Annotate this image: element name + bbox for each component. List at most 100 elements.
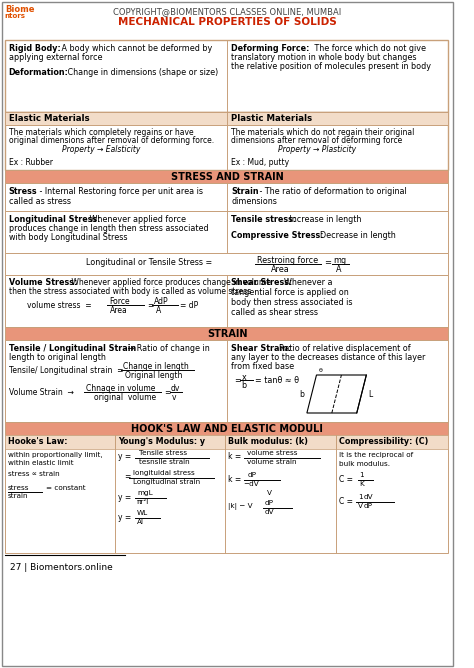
Text: Property → Plasticity: Property → Plasticity	[278, 145, 356, 154]
Text: the relative position of molecules present in body: the relative position of molecules prese…	[231, 62, 431, 71]
Text: dV: dV	[264, 509, 274, 515]
Text: Young's Modulus: y: Young's Modulus: y	[118, 437, 205, 446]
Text: volume stress  =: volume stress =	[27, 301, 91, 310]
Text: stress: stress	[8, 485, 29, 491]
Text: =: =	[164, 388, 170, 397]
Bar	[115, 435, 225, 449]
Text: y =: y =	[118, 513, 131, 522]
Text: strain: strain	[8, 493, 28, 499]
Text: A: A	[156, 306, 162, 315]
Text: The force which do not give: The force which do not give	[312, 44, 426, 53]
Text: k =: k =	[228, 475, 241, 484]
Text: = constant: = constant	[46, 485, 86, 491]
Text: bulk modulus.: bulk modulus.	[338, 461, 390, 467]
Text: Shear Strain:: Shear Strain:	[231, 344, 292, 353]
Text: The materials which do not regain their original: The materials which do not regain their …	[231, 128, 414, 137]
Text: =: =	[124, 472, 130, 481]
Text: within elastic limit: within elastic limit	[8, 460, 73, 466]
Text: - Internal Restoring force per unit area is: - Internal Restoring force per unit area…	[37, 187, 203, 196]
Text: Ex : Rubber: Ex : Rubber	[9, 158, 53, 167]
Text: dP: dP	[364, 503, 373, 509]
Text: Longitudinal strain: Longitudinal strain	[133, 479, 201, 485]
Bar	[5, 435, 115, 449]
Bar	[336, 435, 448, 449]
Text: tangential force is applied on: tangential force is applied on	[231, 288, 349, 297]
Text: Tensile / Longitudinal Strain: Tensile / Longitudinal Strain	[9, 344, 136, 353]
Bar	[5, 422, 448, 435]
Bar	[5, 170, 448, 183]
Bar	[228, 112, 448, 125]
Bar	[5, 112, 228, 125]
Text: Elastic Materials: Elastic Materials	[9, 114, 89, 123]
Text: WL: WL	[137, 510, 148, 516]
Text: dV: dV	[364, 494, 373, 500]
Text: K: K	[360, 481, 365, 487]
Bar	[5, 211, 448, 253]
Text: Compressibility: (C): Compressibility: (C)	[338, 437, 428, 446]
Bar	[5, 40, 448, 112]
Text: Biome: Biome	[5, 5, 34, 14]
Text: Restroing force: Restroing force	[257, 256, 318, 265]
Text: k =: k =	[228, 452, 241, 461]
Text: → Ratio of change in: → Ratio of change in	[125, 344, 210, 353]
Text: volume stress: volume stress	[247, 450, 298, 456]
Text: y =: y =	[118, 452, 131, 461]
Text: Chnage in volume: Chnage in volume	[86, 384, 155, 393]
Text: Whenever a: Whenever a	[279, 278, 333, 287]
Text: =: =	[324, 258, 331, 267]
Text: v: v	[172, 393, 176, 402]
Text: C =: C =	[338, 497, 353, 506]
Text: Tensile stress:: Tensile stress:	[231, 215, 296, 224]
Text: Whenever applied force: Whenever applied force	[87, 215, 186, 224]
Text: V: V	[266, 490, 272, 496]
Text: Longitudinal or Tensile Stress =: Longitudinal or Tensile Stress =	[86, 258, 215, 267]
Text: b: b	[242, 381, 247, 390]
Text: Bulk modulus: (k): Bulk modulus: (k)	[228, 437, 308, 446]
Bar	[5, 253, 448, 275]
Text: AdP: AdP	[154, 297, 168, 306]
Text: MECHANICAL PROPERTIES OF SOLIDS: MECHANICAL PROPERTIES OF SOLIDS	[118, 17, 337, 27]
Text: 27 | Biomentors.online: 27 | Biomentors.online	[9, 563, 112, 572]
Text: called as shear stress: called as shear stress	[231, 308, 318, 317]
Text: Al: Al	[137, 519, 144, 525]
Bar	[5, 327, 448, 340]
Text: x: x	[242, 373, 246, 382]
Text: Volume Stress:: Volume Stress:	[9, 278, 77, 287]
Text: Plastic Materials: Plastic Materials	[231, 114, 312, 123]
Text: C =: C =	[338, 475, 353, 484]
Text: Tensile/ Longitudinal strain  =: Tensile/ Longitudinal strain =	[9, 366, 123, 375]
Text: any layer to the decreases distance of this layer: any layer to the decreases distance of t…	[231, 353, 426, 362]
Bar	[5, 340, 448, 422]
Text: Property → Ealsticity: Property → Ealsticity	[63, 145, 141, 154]
Text: dv: dv	[171, 384, 180, 393]
Text: L: L	[368, 389, 373, 399]
Text: Area: Area	[110, 306, 128, 315]
Text: A body which cannot be deformed by: A body which cannot be deformed by	[59, 44, 213, 53]
Text: Decrease in length: Decrease in length	[315, 231, 395, 240]
Text: 1: 1	[358, 494, 362, 500]
Text: Area: Area	[272, 265, 290, 274]
Text: volume strain: volume strain	[247, 459, 297, 465]
Text: =: =	[234, 376, 241, 385]
Text: - The ratio of deformation to original: - The ratio of deformation to original	[257, 187, 407, 196]
Text: from fixed base: from fixed base	[231, 362, 294, 371]
Bar	[0, 0, 455, 38]
Text: STRAIN: STRAIN	[207, 329, 247, 339]
Text: θ: θ	[319, 368, 322, 373]
Text: then the stress associated with body is called as volume stress: then the stress associated with body is …	[9, 287, 251, 296]
Text: b: b	[299, 389, 304, 399]
Bar	[5, 435, 448, 553]
Text: =: =	[147, 301, 153, 310]
Text: length to original length: length to original length	[9, 353, 106, 362]
Text: stress ∝ strain: stress ∝ strain	[8, 471, 59, 477]
Text: |k| − V: |k| − V	[228, 503, 253, 510]
Text: y =: y =	[118, 493, 131, 502]
Text: πr²l: πr²l	[137, 499, 149, 505]
Bar	[225, 435, 336, 449]
Text: It is the reciprocal of: It is the reciprocal of	[338, 452, 413, 458]
Text: HOOK'S LAW AND ELASTIC MODULI: HOOK'S LAW AND ELASTIC MODULI	[131, 424, 323, 434]
Text: Force: Force	[109, 297, 130, 306]
Text: Increase in length: Increase in length	[287, 215, 361, 224]
Text: applying external force: applying external force	[9, 53, 102, 62]
Text: mgL: mgL	[137, 490, 153, 496]
